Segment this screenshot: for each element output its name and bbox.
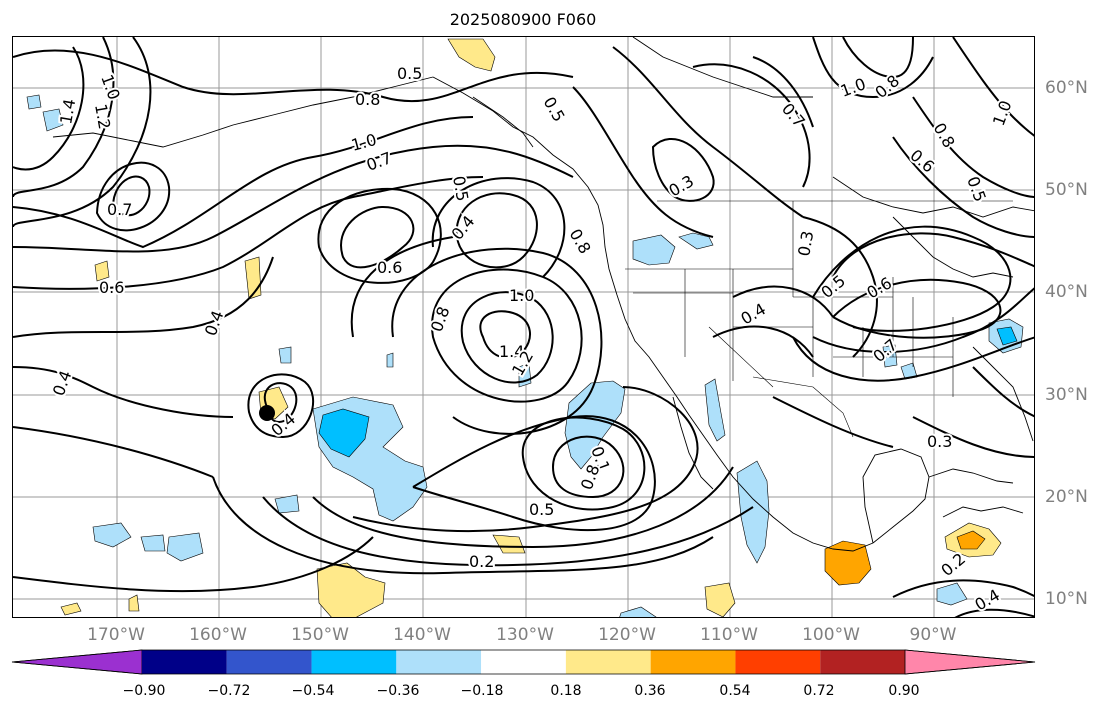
contour-label: 0.7 bbox=[107, 200, 132, 219]
colorbar-tick-label: 0.90 bbox=[888, 683, 920, 699]
lon-label: 110°W bbox=[700, 625, 758, 645]
colorbar-outline bbox=[11, 649, 1036, 675]
lon-label: 140°W bbox=[393, 625, 451, 645]
lat-label: 60°N bbox=[1045, 78, 1088, 98]
contour-label: 0.4 bbox=[201, 308, 228, 338]
colorbar-tick-label: −0.90 bbox=[122, 683, 166, 699]
map-panel: 1.0 1.4 1.2 0.5 0.8 1.0 0.7 0.6 0.5 0.4 … bbox=[12, 36, 1035, 618]
lat-label: 40°N bbox=[1045, 282, 1088, 302]
contour-label: 0.4 bbox=[738, 299, 770, 328]
colorbar-extend-low bbox=[11, 649, 143, 675]
lon-label: 170°W bbox=[87, 625, 145, 645]
colorbar-tick-label: −0.18 bbox=[460, 683, 504, 699]
lat-label: 50°N bbox=[1045, 180, 1088, 200]
lat-label: 10°N bbox=[1045, 589, 1088, 609]
lon-label: 90°W bbox=[909, 625, 957, 645]
colorbar-tick-label: −0.72 bbox=[207, 683, 251, 699]
colorbar-segment bbox=[820, 650, 905, 674]
contour-label: 1.0 bbox=[97, 72, 124, 102]
coastlines bbox=[52, 37, 1034, 552]
colorbar-tick-label: 0.54 bbox=[719, 683, 751, 699]
colorbar-segment bbox=[735, 650, 821, 674]
contour-label: 1.2 bbox=[91, 102, 114, 130]
contour-label: 0.6 bbox=[906, 146, 938, 177]
contour-label: 0.8 bbox=[566, 226, 595, 258]
colorbar-segment bbox=[650, 650, 736, 674]
low-center-marker bbox=[259, 405, 275, 421]
contour-label: 0.5 bbox=[817, 271, 849, 302]
contour-label: 0.5 bbox=[449, 174, 472, 202]
colorbar-segment bbox=[565, 650, 651, 674]
contour-label: 0.5 bbox=[529, 500, 554, 519]
contour-label: 0.8 bbox=[355, 90, 380, 109]
shaded-anomalies bbox=[26, 38, 1024, 617]
colorbar-tick-label: 0.18 bbox=[550, 683, 582, 699]
contour-label: 0.6 bbox=[377, 258, 402, 277]
colorbar-segment bbox=[226, 650, 312, 674]
lon-label: 100°W bbox=[802, 625, 860, 645]
contour-label: 0.3 bbox=[666, 171, 698, 200]
colorbar-tick-label: 0.72 bbox=[803, 683, 835, 699]
contour-label: 0.5 bbox=[397, 64, 422, 83]
colorbar-segment bbox=[311, 650, 397, 674]
contour-label: 0.6 bbox=[864, 273, 896, 302]
lon-label: 160°W bbox=[189, 625, 247, 645]
contour-label: 0.3 bbox=[927, 432, 952, 451]
contour-label: 1.0 bbox=[989, 98, 1016, 128]
map-svg: 1.0 1.4 1.2 0.5 0.8 1.0 0.7 0.6 0.5 0.4 … bbox=[13, 37, 1034, 617]
contour-label: 0.3 bbox=[794, 229, 817, 257]
map-title: 2025080900 F060 bbox=[449, 10, 597, 29]
contour-label: 1.0 bbox=[509, 286, 534, 305]
colorbar-extend-high bbox=[904, 649, 1036, 675]
contour-label: 0.8 bbox=[427, 304, 454, 334]
contour-label: 1.0 bbox=[349, 130, 379, 155]
contour-lines bbox=[13, 37, 1034, 617]
colorbar-tick-label: 0.36 bbox=[634, 683, 666, 699]
lon-label: 130°W bbox=[496, 625, 554, 645]
colorbar-tick-label: −0.36 bbox=[376, 683, 420, 699]
contour-label: 0.5 bbox=[540, 94, 569, 126]
colorbar-tick-label: −0.54 bbox=[291, 683, 335, 699]
contour-label: 0.4 bbox=[49, 368, 76, 398]
contour-label: 1.4 bbox=[499, 342, 524, 361]
contour-label: 0.4 bbox=[448, 212, 479, 244]
colorbar-segment bbox=[396, 650, 482, 674]
contour-label: 0.7 bbox=[364, 148, 394, 175]
contour-label: 0.2 bbox=[469, 552, 494, 571]
graticule bbox=[13, 37, 1034, 617]
lon-label: 120°W bbox=[598, 625, 656, 645]
colorbar-segment bbox=[142, 650, 227, 674]
lat-label: 30°N bbox=[1045, 385, 1088, 405]
colorbar bbox=[11, 649, 1036, 675]
lat-label: 20°N bbox=[1045, 487, 1088, 507]
colorbar-segment bbox=[481, 650, 566, 674]
lon-label: 150°W bbox=[291, 625, 349, 645]
contour-label: 0.6 bbox=[99, 278, 124, 297]
